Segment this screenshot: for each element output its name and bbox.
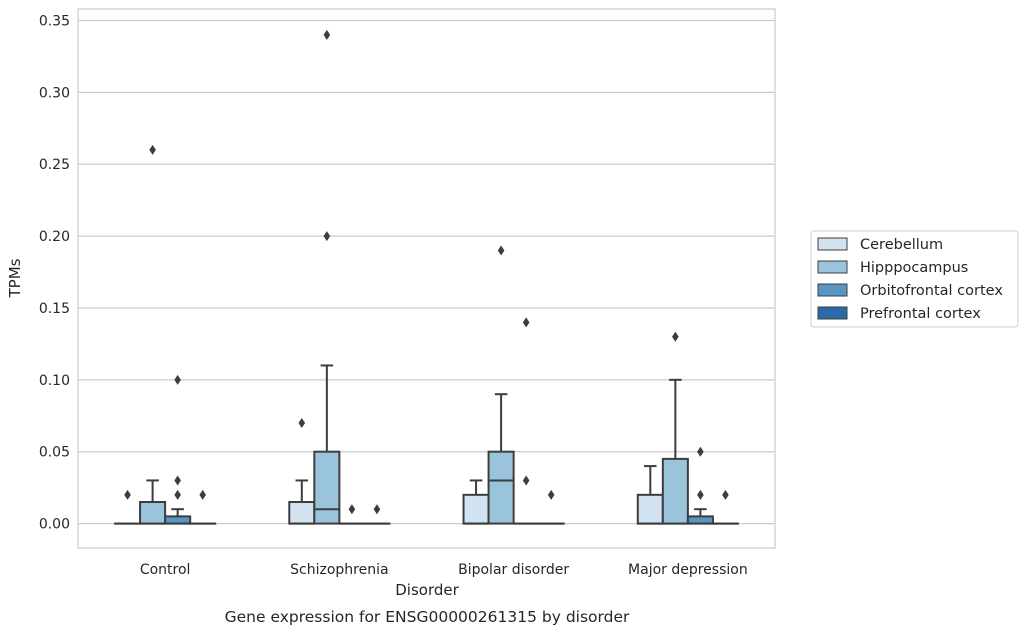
legend-frame [810, 230, 1019, 328]
box-body [661, 457, 689, 525]
box-major-depression-0 [636, 465, 664, 525]
box-major-depression-3 [711, 489, 739, 525]
y-tick-label: 0.00 [39, 517, 70, 533]
outlier-point [373, 504, 381, 515]
x-tick-label: Schizophrenia [290, 562, 388, 578]
outlier-point [497, 245, 505, 256]
legend-entry: Orbitofrontal cortex [860, 283, 1003, 299]
legend: Cerebellum Hipppocampus Orbitofrontal cort… [810, 230, 1019, 328]
box-schizophrenia-2 [338, 504, 366, 525]
outlier-point [323, 231, 331, 242]
gridlines [78, 19, 775, 525]
box-bipolar-disorder-3 [537, 489, 565, 525]
box-schizophrenia-3 [363, 504, 391, 525]
box-schizophrenia-1 [313, 29, 341, 525]
box-bipolar-disorder-0 [462, 479, 490, 525]
box-body [288, 501, 316, 525]
box-body [462, 493, 490, 525]
y-tick-label: 0.35 [39, 13, 70, 29]
outlier-point [697, 489, 704, 500]
y-tick-label: 0.05 [39, 445, 70, 461]
box-control-0 [114, 489, 142, 525]
box-body [164, 515, 192, 525]
y-axis-ticks: 0.00 0.05 0.10 0.15 0.20 0.25 0.30 0.35 [39, 13, 70, 532]
box-control-2 [164, 374, 192, 525]
box-bipolar-disorder-1 [487, 245, 515, 525]
box-body [313, 450, 341, 525]
box-body [686, 515, 714, 525]
x-axis-label: Disorder [395, 581, 459, 599]
box-body [139, 501, 167, 525]
x-tick-label: Control [140, 562, 191, 578]
box-control-3 [189, 489, 217, 525]
box-major-depression-1 [661, 331, 689, 525]
chart-caption: Gene expression for ENSG00000261315 by d… [225, 608, 630, 626]
outlier-point [547, 489, 555, 500]
x-axis-ticks: Control Schizophrenia Bipolar disorder Majo… [140, 562, 748, 578]
outlier-point [174, 475, 181, 486]
plot-area [77, 8, 776, 549]
outlier-point [174, 374, 181, 385]
outlier-point [722, 489, 729, 500]
outlier-point [199, 489, 206, 500]
outlier-point [672, 331, 679, 342]
outlier-point [124, 489, 131, 500]
y-tick-label: 0.15 [39, 301, 70, 317]
outlier-point [697, 446, 704, 457]
outlier-point [149, 144, 156, 155]
box-body [636, 493, 664, 525]
legend-entry: Cerebellum [860, 237, 943, 253]
legend-swatch [817, 306, 848, 320]
x-tick-label: Major depression [628, 562, 748, 578]
boxes [114, 29, 739, 525]
y-tick-label: 0.30 [39, 85, 70, 101]
x-tick-label: Bipolar disorder [458, 562, 569, 578]
legend-swatch [817, 283, 848, 297]
box-control-1 [139, 144, 167, 525]
y-tick-label: 0.25 [39, 157, 70, 173]
legend-swatch [817, 260, 848, 274]
box-major-depression-2 [686, 446, 714, 525]
outlier-point [522, 475, 530, 486]
legend-entry: Hipppocampus [860, 260, 968, 276]
y-tick-label: 0.20 [39, 229, 70, 245]
legend-swatch [817, 237, 848, 251]
outlier-point [174, 489, 181, 500]
outlier-point [323, 29, 331, 40]
y-axis-label: TPMs [6, 258, 24, 298]
outlier-point [298, 417, 306, 428]
outlier-point [348, 504, 356, 515]
y-tick-label: 0.10 [39, 373, 70, 389]
box-bipolar-disorder-2 [512, 317, 540, 525]
box-body [487, 450, 515, 525]
box-schizophrenia-0 [288, 417, 316, 525]
legend-entry: Prefrontal cortex [860, 306, 981, 322]
outlier-point [522, 317, 530, 328]
